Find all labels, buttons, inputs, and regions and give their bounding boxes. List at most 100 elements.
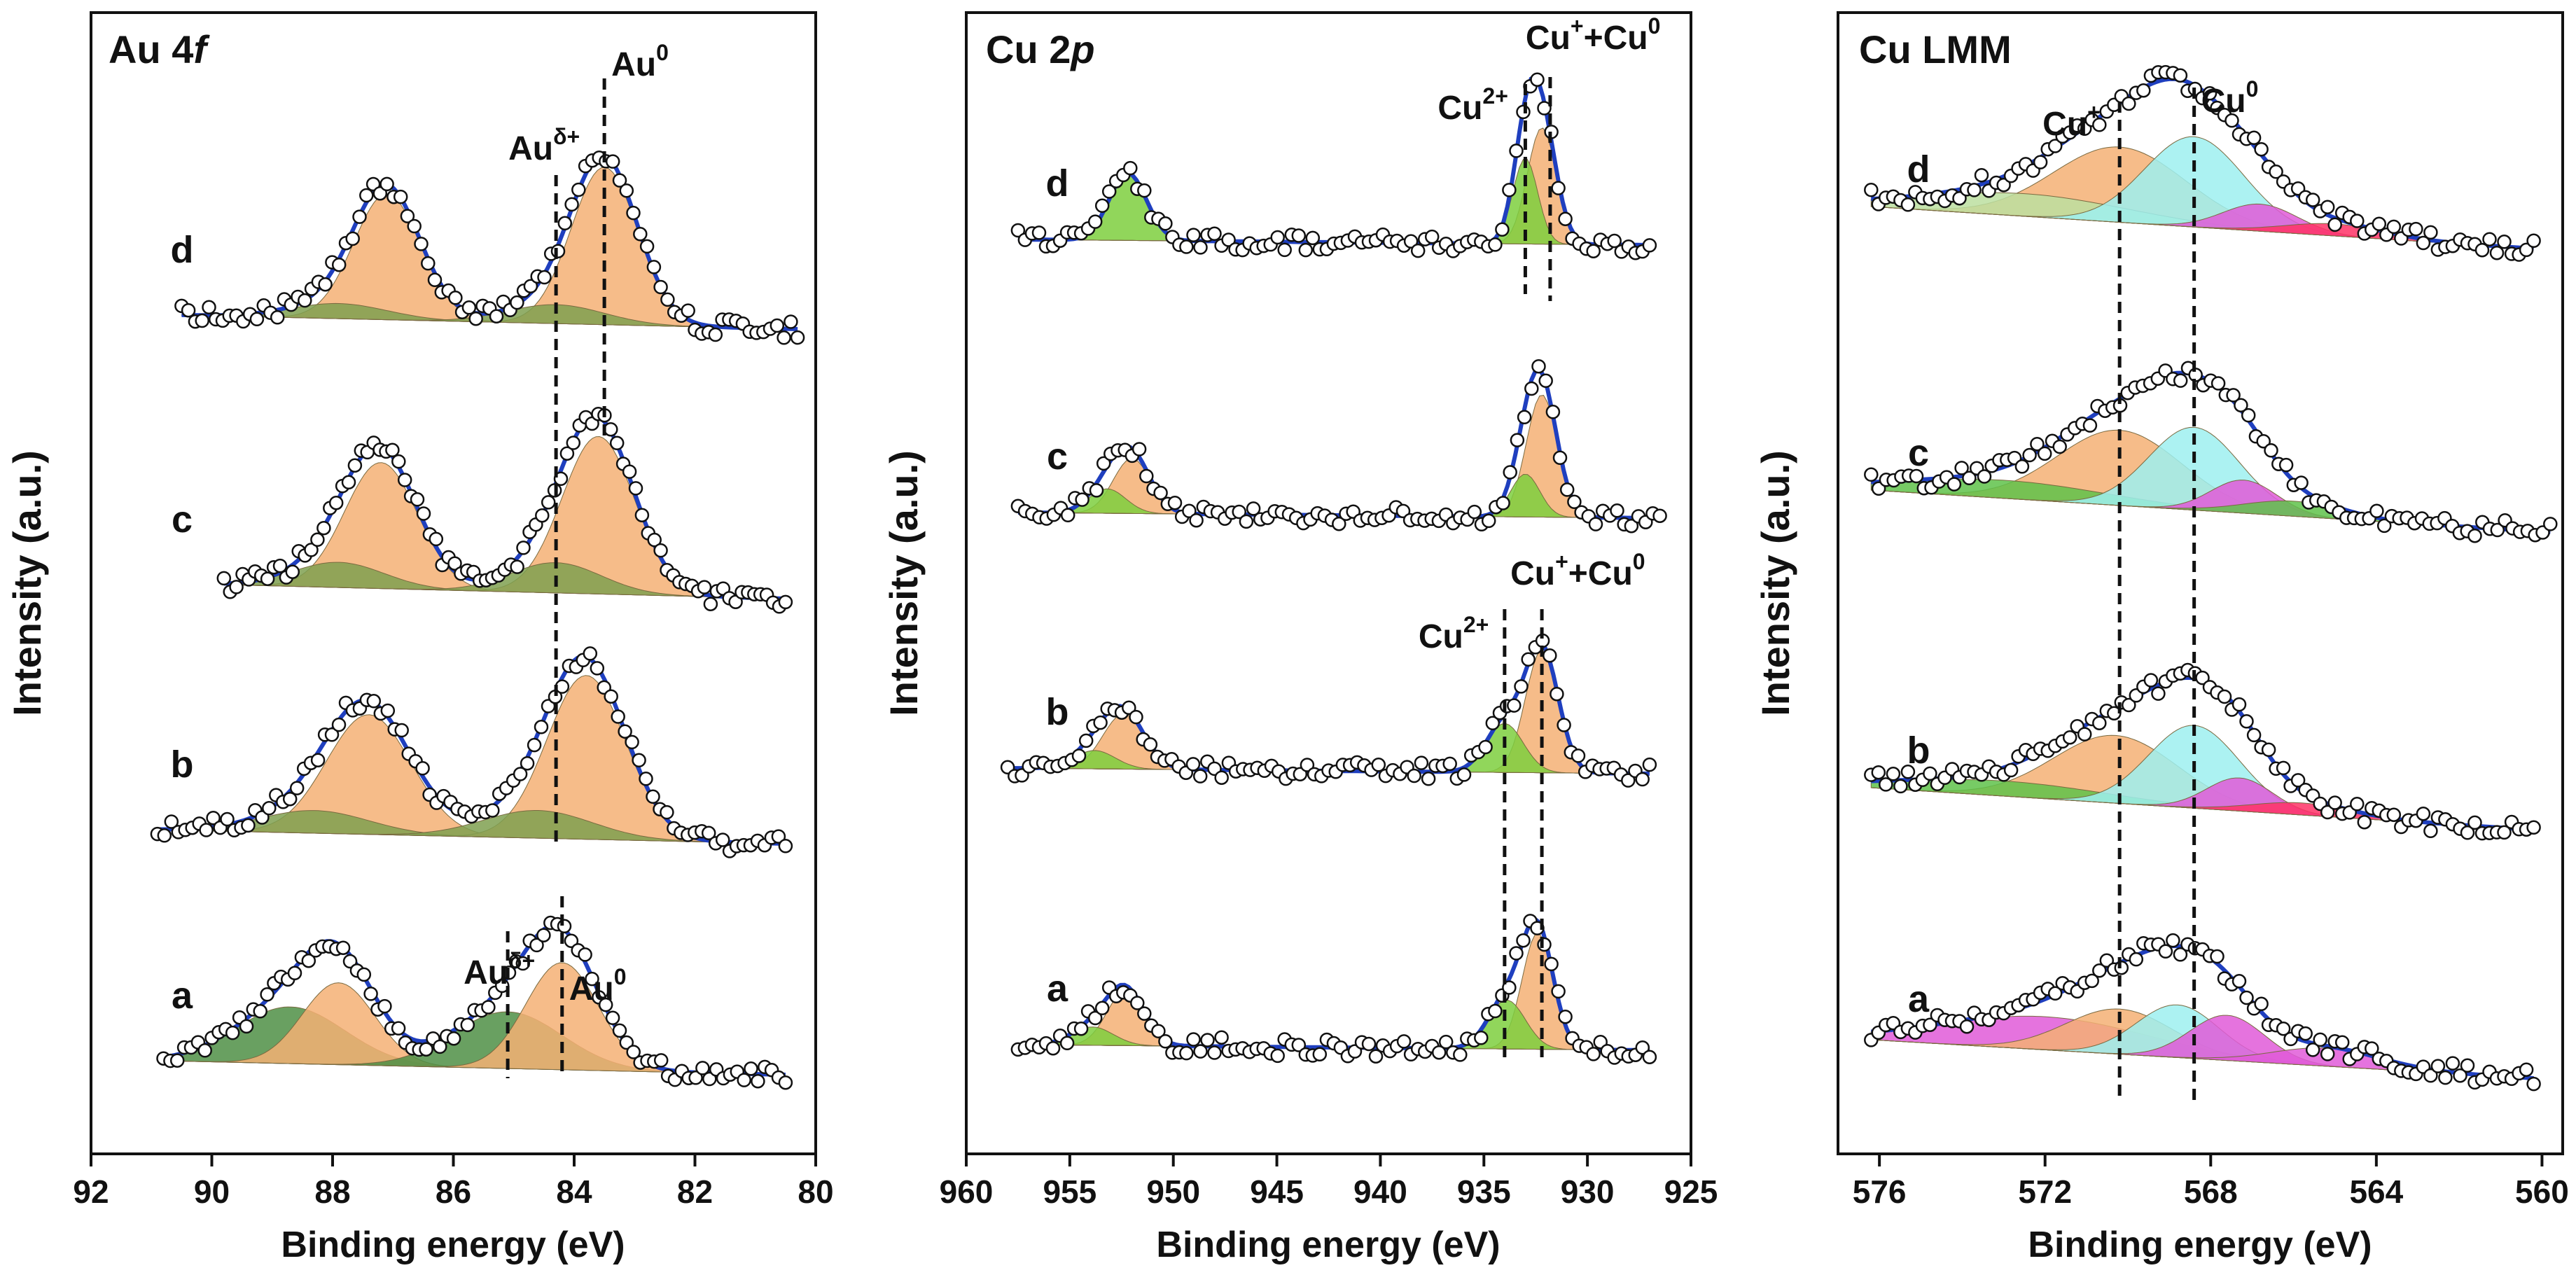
data-point xyxy=(318,277,333,292)
data-point xyxy=(702,1071,717,1087)
data-point xyxy=(1488,237,1503,252)
series-b: b xyxy=(150,646,793,858)
data-point xyxy=(2158,944,2173,959)
data-point xyxy=(1189,513,1204,528)
data-point xyxy=(1893,779,1908,794)
data-point xyxy=(1396,1034,1412,1049)
data-point xyxy=(2047,139,2063,153)
data-point xyxy=(1509,946,1524,961)
data-point xyxy=(1122,700,1136,716)
data-point xyxy=(1060,508,1075,523)
data-point xyxy=(510,295,524,310)
data-point xyxy=(2320,1047,2335,1061)
data-point xyxy=(557,216,573,231)
data-point xyxy=(397,473,412,487)
data-point xyxy=(701,825,716,841)
data-point xyxy=(157,828,172,843)
data-point xyxy=(1332,516,1346,531)
data-point xyxy=(536,928,551,942)
data-point xyxy=(2423,225,2438,240)
data-point xyxy=(1635,1040,1650,1055)
data-point xyxy=(1312,1047,1328,1061)
series-label: a xyxy=(1047,968,1068,1010)
data-point xyxy=(1221,232,1236,247)
data-point xyxy=(1298,242,1314,258)
data-point xyxy=(2092,716,2107,730)
data-point xyxy=(2313,1032,2327,1047)
series-d: d xyxy=(1010,72,1657,260)
data-point xyxy=(2084,973,2099,989)
data-point xyxy=(2334,1035,2350,1050)
data-point xyxy=(1550,686,1564,702)
data-point xyxy=(1900,197,1916,212)
series-label: c xyxy=(172,499,193,541)
data-point xyxy=(1635,772,1650,787)
data-point xyxy=(2014,459,2030,474)
x-tick-label: 935 xyxy=(1457,1173,1511,1210)
data-point xyxy=(1586,244,1601,258)
data-point xyxy=(2143,673,2159,688)
data-point xyxy=(2386,219,2402,235)
data-point xyxy=(2409,221,2423,237)
data-point xyxy=(2202,86,2218,101)
data-point xyxy=(1407,768,1421,783)
data-point xyxy=(1137,183,1152,198)
data-point xyxy=(253,1004,267,1019)
data-point xyxy=(737,1073,751,1087)
data-point xyxy=(1414,755,1429,770)
data-point xyxy=(653,1053,669,1068)
data-point xyxy=(1516,104,1531,120)
data-point xyxy=(2239,990,2254,1005)
data-point xyxy=(1193,1044,1208,1059)
x-tick-label: 84 xyxy=(556,1173,592,1210)
data-point xyxy=(359,188,374,203)
data-point xyxy=(2232,697,2247,712)
data-point xyxy=(1524,381,1539,396)
data-point xyxy=(1503,465,1517,480)
data-point xyxy=(1139,468,1154,484)
data-point xyxy=(1478,739,1493,755)
data-point xyxy=(1642,1050,1657,1064)
data-point xyxy=(447,556,462,571)
series-a: a xyxy=(156,915,793,1090)
data-point xyxy=(550,244,566,258)
data-point xyxy=(605,154,620,169)
data-point xyxy=(342,954,358,969)
data-point xyxy=(2151,686,2166,701)
data-point xyxy=(400,209,415,223)
data-point xyxy=(1368,1049,1384,1064)
data-point xyxy=(347,458,363,473)
data-point xyxy=(2210,949,2225,964)
data-point xyxy=(646,789,660,804)
data-point xyxy=(2264,443,2278,458)
data-point xyxy=(2195,670,2210,685)
data-point xyxy=(1551,984,1566,999)
data-point xyxy=(535,508,550,523)
data-point xyxy=(510,559,524,574)
series-c: c xyxy=(1010,358,1667,534)
data-point xyxy=(1300,758,1315,772)
data-point xyxy=(585,971,599,987)
data-point xyxy=(1495,222,1510,237)
data-point xyxy=(626,205,641,221)
data-point xyxy=(2226,388,2241,403)
data-point xyxy=(1424,229,1440,244)
data-point xyxy=(481,1000,496,1015)
data-point xyxy=(489,309,504,323)
data-point xyxy=(1456,767,1472,782)
data-point xyxy=(169,1053,185,1068)
data-point xyxy=(1010,223,1026,238)
data-point xyxy=(2372,216,2387,232)
data-point xyxy=(2416,806,2431,821)
data-point xyxy=(331,257,347,272)
y-axis-label: Intensity (a.u.) xyxy=(1753,450,1797,716)
data-point xyxy=(1967,183,1982,197)
data-point xyxy=(1886,767,1901,781)
data-point xyxy=(778,594,793,610)
data-point xyxy=(1588,517,1603,531)
data-point xyxy=(2173,373,2188,388)
data-point xyxy=(310,753,326,767)
data-point xyxy=(2350,797,2365,811)
data-point xyxy=(2077,727,2092,741)
data-point xyxy=(2460,825,2475,840)
